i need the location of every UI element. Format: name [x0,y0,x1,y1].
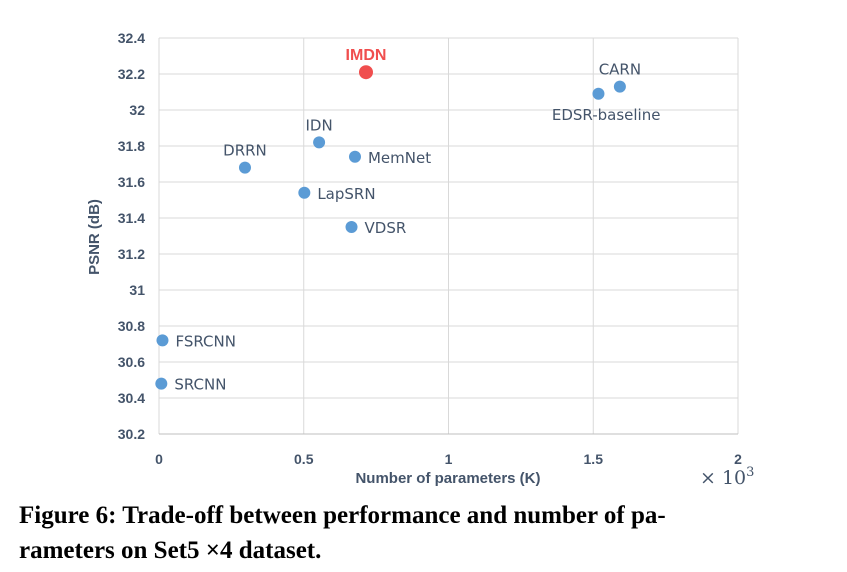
x-tick-label: 0.5 [294,451,314,467]
y-tick-label: 30.6 [118,354,145,370]
y-tick-label: 31 [129,282,145,298]
x-axis-multiplier-base: × 10 [700,467,746,489]
y-axis-ticks: 30.2 30.4 30.6 30.8 31 31.2 31.4 31.6 31.8 32 32.2… [118,30,145,442]
data-point-idn [313,136,326,149]
y-tick-label: 31.6 [118,174,145,190]
x-tick-label: 0 [155,451,163,467]
y-tick-label: 30.2 [118,426,145,442]
point-label-drrn: DRRN [223,142,267,160]
scatter-chart: 30.230.430.630.83131.231.431.631.83232.2… [86,30,754,489]
data-point-imdn [358,65,373,80]
point-label-edsr-baseline: EDSR-baseline [552,106,661,124]
data-point-vdsr [345,221,358,233]
data-point-edsr-baseline [592,87,605,100]
x-tick-label: 1.5 [584,451,604,467]
y-tick-label: 30.4 [118,390,145,406]
point-labels: IMDN CARN EDSR-baseline IDN MemNet DRRN LapSRN… [174,47,660,393]
x-axis-label: Number of parameters (K) [355,470,540,487]
x-axis-multiplier: × 103 [700,465,754,489]
data-points [155,65,626,390]
data-point-memnet [348,150,361,163]
y-tick-label: 32 [129,102,145,118]
data-point-carn [613,80,626,93]
data-point-srcnn [155,377,168,390]
grid [158,37,739,435]
y-tick-label: 31.4 [118,210,145,226]
point-label-srcnn: SRCNN [174,376,226,394]
x-tick-label: 2 [734,451,742,467]
y-tick-label: 30.8 [118,318,145,334]
point-label-fsrcnn: FSRCNN [175,332,235,350]
y-axis-label: PSNR (dB) [86,199,103,275]
y-tick-label: 31.2 [118,246,145,262]
point-label-vdsr: VDSR [365,219,407,237]
data-point-drrn [238,161,251,174]
point-label-carn: CARN [599,61,641,79]
point-label-idn: IDN [305,116,332,134]
data-point-fsrcnn [156,334,169,347]
y-tick-label: 32.4 [118,30,145,46]
caption-line-2: rameters on Set5 ×4 dataset. [19,537,322,564]
figure-caption: Figure 6: Trade-off between performance … [19,498,834,568]
point-label-memnet: MemNet [368,149,431,167]
x-tick-label: 1 [445,451,453,467]
data-point-lapsrn [298,186,311,199]
point-label-lapsrn: LapSRN [317,185,375,203]
y-tick-label: 32.2 [118,66,145,82]
y-tick-label: 31.8 [118,138,145,154]
x-axis-ticks: 0 0.5 1 1.5 2 [155,451,742,467]
point-label-imdn: IMDN [346,47,387,64]
x-axis-multiplier-exponent: 3 [746,465,754,480]
caption-line-1: Figure 6: Trade-off between performance … [19,502,666,529]
